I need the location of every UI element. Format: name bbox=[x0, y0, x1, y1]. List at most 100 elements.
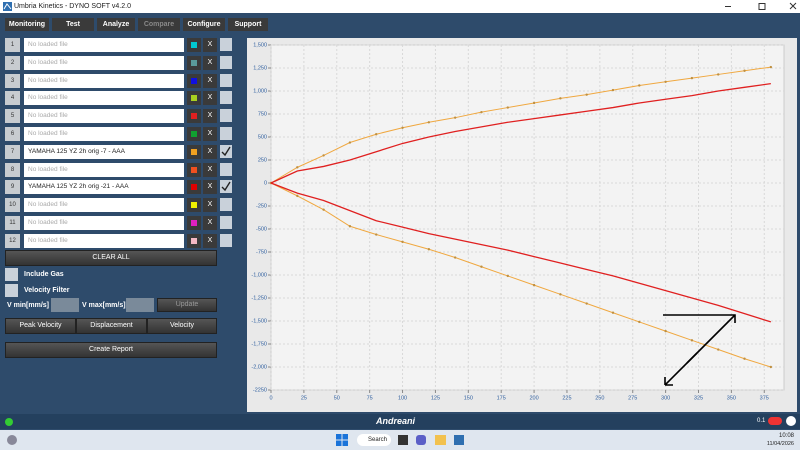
x-tick-label: 325 bbox=[694, 395, 703, 401]
color-swatch[interactable] bbox=[187, 162, 201, 177]
file-field[interactable]: No loaded file bbox=[24, 216, 184, 230]
remove-button[interactable]: X bbox=[203, 180, 217, 195]
taskbar: Search 10:08 11/04/2026 bbox=[0, 430, 800, 450]
series-line bbox=[270, 66, 771, 184]
search-box[interactable]: Search bbox=[357, 434, 391, 446]
checkbox[interactable] bbox=[220, 73, 232, 87]
file-field[interactable]: No loaded file bbox=[24, 127, 184, 141]
y-tick-label: -1,750 bbox=[251, 341, 267, 347]
checkbox[interactable] bbox=[220, 198, 232, 212]
data-point bbox=[506, 106, 509, 109]
update-button[interactable]: Update bbox=[157, 298, 217, 312]
checkbox[interactable] bbox=[220, 109, 232, 123]
color-swatch[interactable] bbox=[187, 198, 201, 213]
y-tick-label: 500 bbox=[258, 134, 267, 140]
file-field[interactable]: No loaded file bbox=[24, 198, 184, 213]
remove-button[interactable]: X bbox=[203, 198, 217, 213]
file-number: 11 bbox=[5, 216, 20, 230]
file-number: 8 bbox=[5, 162, 20, 177]
data-point bbox=[375, 133, 378, 136]
settings-icon[interactable] bbox=[786, 416, 796, 426]
file-field[interactable]: No loaded file bbox=[24, 109, 184, 124]
checkbox[interactable] bbox=[220, 233, 232, 247]
color-swatch[interactable] bbox=[187, 233, 201, 248]
menu-tab[interactable]: Configure bbox=[183, 18, 225, 31]
app-icon[interactable] bbox=[398, 435, 408, 445]
y-tick-label: -750 bbox=[256, 249, 267, 255]
color-swatch[interactable] bbox=[187, 216, 201, 230]
create-report-button[interactable]: Create Report bbox=[5, 342, 217, 358]
app-icon[interactable] bbox=[416, 435, 426, 445]
checkmark bbox=[221, 182, 231, 192]
color-swatch[interactable] bbox=[187, 91, 201, 106]
remove-button[interactable]: X bbox=[203, 38, 217, 52]
file-field[interactable]: No loaded file bbox=[24, 162, 184, 177]
x-tick-label: 375 bbox=[760, 395, 769, 401]
remove-button[interactable]: X bbox=[203, 91, 217, 106]
color-swatch[interactable] bbox=[187, 73, 201, 88]
clear-all-button[interactable]: CLEAR ALL bbox=[5, 250, 217, 266]
remove-button[interactable]: X bbox=[203, 162, 217, 177]
checkbox[interactable] bbox=[220, 144, 232, 158]
remove-button[interactable]: X bbox=[203, 73, 217, 88]
remove-button[interactable]: X bbox=[203, 233, 217, 248]
logo: Andreani bbox=[376, 416, 416, 426]
x-tick-label: 25 bbox=[301, 395, 307, 401]
y-tick-label: 1,500 bbox=[253, 42, 267, 48]
color-swatch[interactable] bbox=[187, 38, 201, 52]
vmin-input[interactable] bbox=[51, 298, 79, 312]
file-number: 9 bbox=[5, 180, 20, 195]
file-field[interactable]: No loaded file bbox=[24, 55, 184, 70]
remove-button[interactable]: X bbox=[203, 109, 217, 124]
menu-tab[interactable]: Analyze bbox=[97, 18, 135, 31]
window-controls[interactable] bbox=[710, 2, 798, 11]
file-field[interactable]: YAMAHA 125 YZ 2h orig -7 - AAA bbox=[24, 144, 184, 159]
file-field[interactable]: No loaded file bbox=[24, 233, 184, 248]
app-icon[interactable] bbox=[454, 435, 464, 445]
vmax-label: V max[mm/s] bbox=[82, 302, 126, 309]
color-swatch[interactable] bbox=[187, 180, 201, 195]
checkbox[interactable] bbox=[5, 284, 18, 297]
checkbox[interactable] bbox=[220, 180, 232, 194]
widget-icon[interactable] bbox=[7, 435, 17, 445]
clock-date: 11/04/2026 bbox=[766, 441, 794, 447]
checkbox[interactable] bbox=[220, 91, 232, 105]
checkbox[interactable] bbox=[220, 38, 232, 51]
menu-tab[interactable]: Test bbox=[52, 18, 94, 31]
velocity-button[interactable]: Velocity bbox=[147, 318, 217, 334]
remove-button[interactable]: X bbox=[203, 55, 217, 70]
color-dot bbox=[191, 77, 197, 84]
menu-tab[interactable]: Support bbox=[228, 18, 268, 31]
data-point bbox=[532, 283, 536, 287]
checkbox[interactable] bbox=[220, 216, 232, 229]
start-button[interactable] bbox=[336, 434, 348, 446]
file-field[interactable]: YAMAHA 125 YZ 2h orig -21 - AAA bbox=[24, 180, 184, 195]
x-tick-label: 250 bbox=[595, 395, 604, 401]
data-point bbox=[296, 194, 299, 198]
checkbox[interactable] bbox=[5, 268, 18, 281]
checkbox[interactable] bbox=[220, 162, 232, 176]
displacement-button[interactable]: Displacement bbox=[76, 318, 147, 334]
file-number: 12 bbox=[5, 233, 20, 248]
file-field[interactable]: No loaded file bbox=[24, 91, 184, 106]
color-swatch[interactable] bbox=[187, 55, 201, 70]
app-icon[interactable] bbox=[435, 435, 446, 445]
vmax-input[interactable] bbox=[126, 298, 154, 312]
color-swatch[interactable] bbox=[187, 127, 201, 141]
color-dot bbox=[191, 220, 197, 226]
checkbox[interactable] bbox=[220, 55, 232, 69]
file-field[interactable]: No loaded file bbox=[24, 38, 184, 52]
color-swatch[interactable] bbox=[187, 109, 201, 124]
data-point bbox=[427, 248, 431, 251]
data-point bbox=[769, 65, 773, 69]
checkmark bbox=[221, 146, 231, 156]
menu-tab[interactable]: Monitoring bbox=[5, 18, 49, 31]
peak-velocity-button[interactable]: Peak Velocity bbox=[5, 318, 76, 334]
checkbox[interactable] bbox=[220, 127, 232, 140]
file-field[interactable]: No loaded file bbox=[24, 73, 184, 88]
color-swatch[interactable] bbox=[187, 144, 201, 159]
data-point bbox=[664, 80, 667, 83]
remove-button[interactable]: X bbox=[203, 216, 217, 230]
remove-button[interactable]: X bbox=[203, 144, 217, 159]
remove-button[interactable]: X bbox=[203, 127, 217, 141]
